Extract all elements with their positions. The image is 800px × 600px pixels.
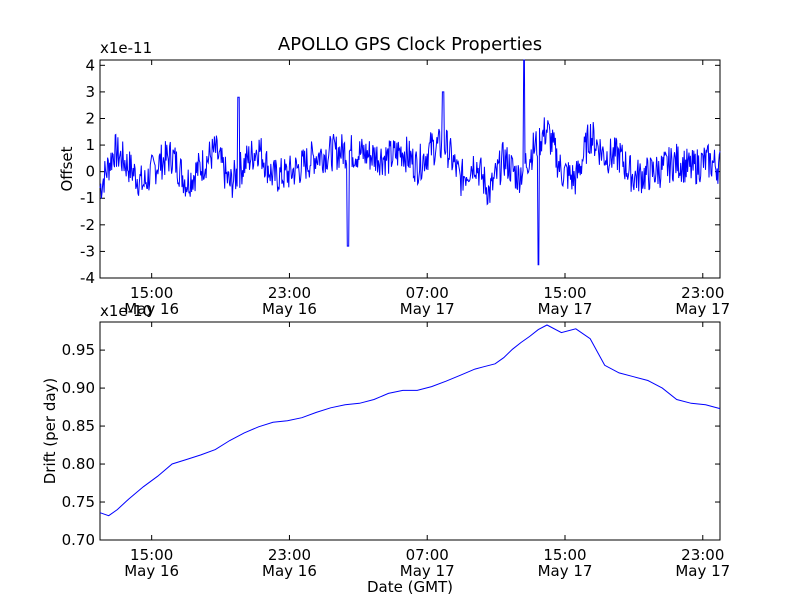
offset-ytick-label: -4	[80, 269, 95, 287]
offset-xtick-date: May 16	[124, 300, 179, 318]
drift-multiplier-label: x1e-10	[100, 302, 152, 320]
drift-xtick-time: 07:00	[406, 546, 449, 564]
drift-x-axis-label: Date (GMT)	[367, 578, 453, 596]
offset-series-line	[99, 59, 721, 266]
drift-ytick-label: 0.75	[62, 493, 95, 511]
offset-ytick-label: -3	[80, 242, 95, 260]
offset-xtick-time: 15:00	[543, 284, 586, 302]
drift-panel: x1e-10 Drift (per day) Date (GMT) 0.70 0.…	[41, 302, 730, 596]
drift-xtick-time: 23:00	[681, 546, 724, 564]
drift-xtick-date: May 17	[538, 562, 593, 580]
drift-y-axis-label: Drift (per day)	[41, 378, 59, 485]
offset-multiplier-label: x1e-11	[100, 39, 152, 57]
offset-xtick-date: May 16	[262, 300, 317, 318]
offset-xtick-time: 15:00	[130, 284, 173, 302]
drift-xtick-date: May 17	[400, 562, 455, 580]
drift-ytick-label: 0.95	[62, 341, 95, 359]
offset-xtick-date: May 17	[400, 300, 455, 318]
drift-ytick-label: 0.85	[62, 417, 95, 435]
offset-ytick-label: 4	[85, 56, 95, 74]
drift-xtick-time: 23:00	[268, 546, 311, 564]
offset-ytick-label: 1	[85, 136, 95, 154]
offset-y-axis-label: Offset	[58, 146, 76, 191]
offset-axes-frame	[99, 59, 721, 279]
drift-ytick-label: 0.70	[62, 531, 95, 549]
drift-xtick-time: 15:00	[130, 546, 173, 564]
offset-xtick-date: May 17	[675, 300, 730, 318]
offset-ytick-label: 2	[85, 109, 95, 127]
offset-ytick-label: 3	[85, 83, 95, 101]
offset-xtick-date: May 17	[538, 300, 593, 318]
offset-xtick-time: 23:00	[681, 284, 724, 302]
offset-xtick-time: 07:00	[406, 284, 449, 302]
drift-ytick-label: 0.80	[62, 455, 95, 473]
offset-ytick-label: 0	[85, 163, 95, 181]
drift-axes-frame	[99, 321, 721, 541]
offset-ytick-label: -1	[80, 189, 95, 207]
drift-series-line	[99, 324, 721, 517]
chart-title: APOLLO GPS Clock Properties	[278, 34, 542, 55]
drift-xtick-date: May 17	[675, 562, 730, 580]
offset-ytick-label: -2	[80, 216, 95, 234]
drift-ytick-label: 0.90	[62, 379, 95, 397]
drift-xtick-time: 15:00	[543, 546, 586, 564]
offset-xtick-time: 23:00	[268, 284, 311, 302]
drift-xtick-date: May 16	[262, 562, 317, 580]
drift-xtick-date: May 16	[124, 562, 179, 580]
